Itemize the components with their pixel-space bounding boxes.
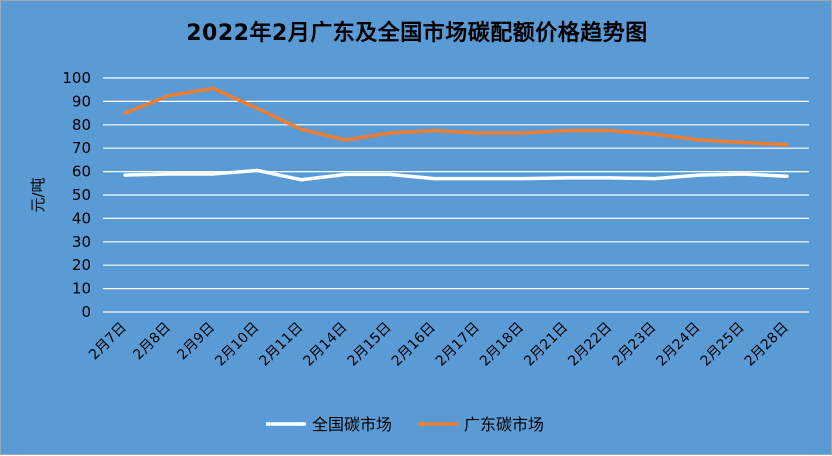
x-tick-label: 2月21日 <box>521 320 571 370</box>
x-tick-label: 2月22日 <box>565 320 615 370</box>
y-axis-label: 元/吨 <box>29 177 47 212</box>
y-tick-label: 90 <box>72 92 91 110</box>
x-tick-label: 2月18日 <box>477 320 527 370</box>
x-axis-ticks: 2月7日 2月8日 2月9日2月10日2月11日2月14日2月15日2月16日2月1… <box>86 320 792 370</box>
y-tick-label: 30 <box>72 233 91 251</box>
x-tick-label: 2月14日 <box>300 320 350 370</box>
x-tick-label: 2月11日 <box>256 320 306 370</box>
y-tick-label: 50 <box>72 186 91 204</box>
legend-label: 广东碳市场 <box>464 415 544 434</box>
legend-label: 全国碳市场 <box>312 415 392 434</box>
y-tick-label: 10 <box>72 280 91 298</box>
x-tick-label: 2月24日 <box>653 320 703 370</box>
y-tick-label: 100 <box>62 69 91 87</box>
x-tick-label: 2月23日 <box>609 320 659 370</box>
y-tick-label: 80 <box>72 116 91 134</box>
x-tick-label: 2月16日 <box>389 320 439 370</box>
y-axis-ticks: 0 10 20 30 40 50 60 70 80 90 100 <box>62 69 91 321</box>
y-tick-label: 70 <box>72 139 91 157</box>
y-tick-label: 20 <box>72 256 91 274</box>
y-tick-label: 60 <box>72 163 91 181</box>
series-line-1 <box>123 86 789 147</box>
series-line-0 <box>123 168 789 182</box>
x-tick-label: 2月17日 <box>433 320 483 370</box>
x-tick-label: 2月28日 <box>742 320 792 370</box>
x-tick-label: 2月25日 <box>698 320 748 370</box>
y-tick-label: 0 <box>81 303 91 321</box>
x-tick-label: 2月8日 <box>130 320 174 364</box>
x-tick-label: 2月15日 <box>345 320 395 370</box>
legend: 全国碳市场 广东碳市场 <box>266 415 544 434</box>
x-tick-label: 2月10日 <box>212 320 262 370</box>
series-lines <box>123 86 789 182</box>
chart-title: 2022年2月广东及全国市场碳配额价格趋势图 <box>186 21 648 46</box>
x-tick-label: 2月7日 <box>86 320 130 364</box>
y-tick-label: 40 <box>72 209 91 227</box>
x-tick-label: 2月9日 <box>174 320 218 364</box>
gridlines <box>103 77 809 313</box>
